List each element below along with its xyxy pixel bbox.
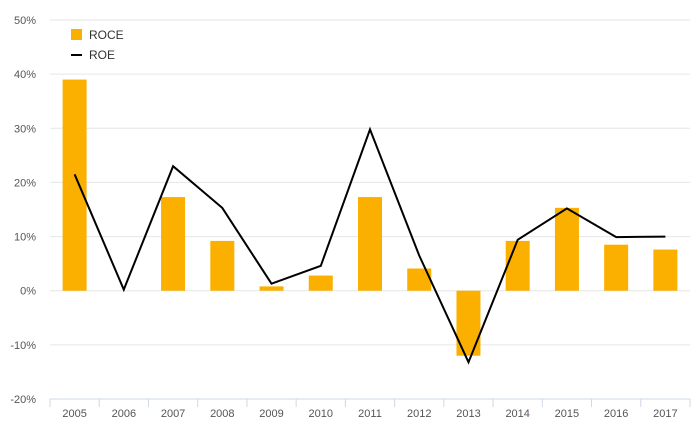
legend: ROCE ROE: [71, 28, 124, 62]
x-tick-label: 2017: [653, 408, 677, 420]
x-tick-label: 2014: [505, 408, 529, 420]
x-tick-label: 2012: [407, 408, 431, 420]
y-tick-label: 10%: [14, 232, 36, 244]
y-tick-label: 40%: [14, 69, 36, 81]
x-tick-label: 2010: [309, 408, 333, 420]
y-tick-label: -20%: [10, 394, 36, 406]
x-tick-label: 2007: [161, 408, 185, 420]
bar-roce-2017: [653, 249, 678, 291]
bar-roce-2012: [407, 268, 432, 291]
bar-roce-2016: [604, 244, 629, 291]
x-axis: 2005 2006 2007 2008 2009 2010 2011 2012 2013 2014…: [49, 398, 691, 420]
roe-line: [73, 126, 666, 365]
legend-swatch-roce: [71, 29, 82, 40]
bar-roce-2007: [161, 197, 186, 291]
legend-label-roe: ROE: [89, 48, 115, 62]
x-tick-label: 2005: [62, 408, 86, 420]
bar-roce-2014: [505, 240, 530, 291]
x-tick-label: 2011: [358, 408, 382, 420]
bar-roce-2008: [210, 240, 235, 291]
bar-roce-2015: [554, 207, 579, 291]
roe-line-layer: [73, 126, 666, 365]
bar-roce-2009: [259, 286, 284, 291]
x-tick-label: 2015: [555, 408, 579, 420]
bar-roce-2010: [308, 275, 333, 291]
y-tick-label: 0%: [20, 286, 36, 298]
bar-roce-2011: [358, 197, 382, 291]
y-tick-label: 30%: [14, 123, 36, 135]
x-tick-label: 2016: [604, 408, 628, 420]
bar-roce-2005: [62, 79, 87, 291]
x-tick-label: 2013: [456, 408, 480, 420]
y-tick-label: -10%: [10, 340, 36, 352]
x-tick-label: 2008: [210, 408, 234, 420]
legend-label-roce: ROCE: [89, 28, 124, 42]
roce-bars: [62, 79, 678, 356]
y-axis-ticks: -20% -10% 0% 10% 20% 30% 40% 50%: [10, 15, 36, 406]
y-tick-label: 20%: [14, 177, 36, 189]
x-tick-label: 2009: [259, 408, 283, 420]
y-tick-label: 50%: [14, 15, 36, 27]
x-tick-label: 2006: [112, 408, 136, 420]
